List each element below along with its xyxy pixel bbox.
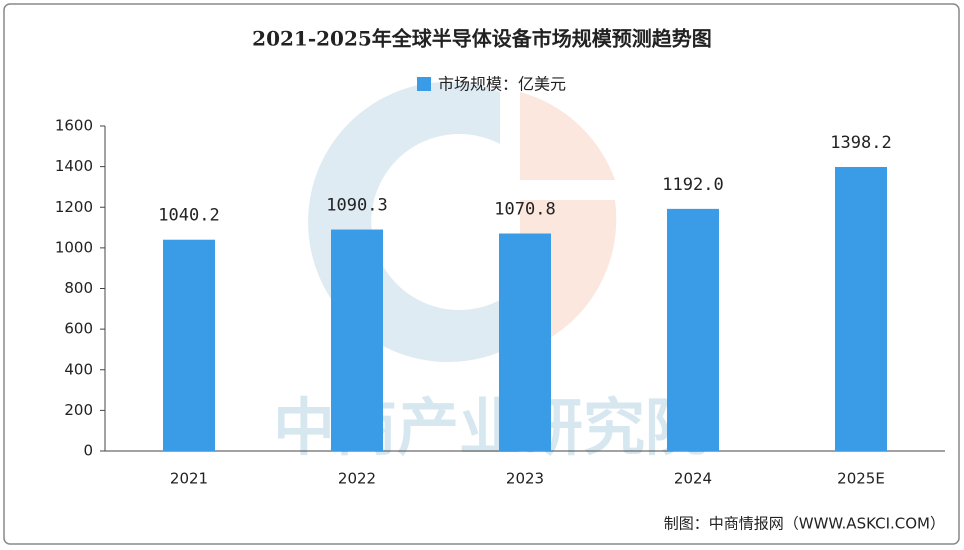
bar [499,233,551,451]
y-tick-label: 400 [64,360,93,378]
bar [667,208,719,451]
y-tick-label: 1200 [55,198,93,216]
data-label: 1040.2 [158,206,219,226]
y-tick-label: 200 [64,401,93,419]
y-tick-label: 0 [83,442,93,460]
y-tick-label: 1000 [55,238,93,256]
frame [3,3,960,545]
data-label: 1090.3 [326,196,387,216]
bar [835,166,887,451]
bar [163,239,215,451]
y-tick-label: 1400 [55,157,93,175]
legend-swatch [417,77,431,91]
data-label: 1398.2 [830,133,891,153]
y-tick-label: 1600 [55,117,93,135]
x-tick-label: 2025E [837,470,885,488]
source-note: 制图：中商情报网（WWW.ASKCI.COM） [664,515,945,533]
chart-title: 2021-2025年全球半导体设备市场规模预测趋势图 [252,27,712,51]
x-tick-label: 2023 [506,470,544,488]
data-label: 1070.8 [494,199,555,219]
x-tick-label: 2024 [674,470,712,488]
x-tick-label: 2022 [338,470,376,488]
x-tick-label: 2021 [170,470,208,488]
y-tick-label: 800 [64,279,93,297]
bar [331,229,383,451]
data-label: 1192.0 [662,175,723,195]
legend-label: 市场规模：亿美元 [438,75,566,94]
y-tick-label: 600 [64,320,93,338]
